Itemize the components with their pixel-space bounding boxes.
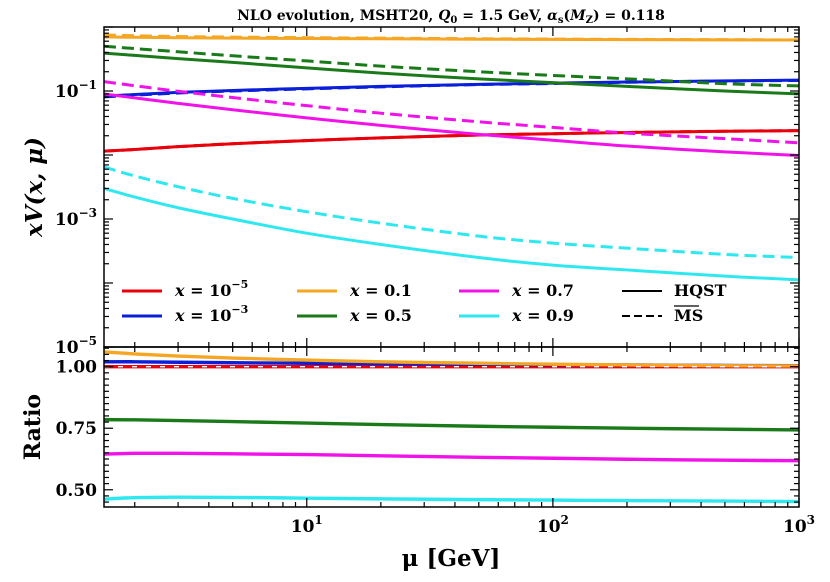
y-axis-label-main: xV(x, μ) [21, 137, 48, 238]
ratio-line-x-0-1 [104, 350, 799, 368]
series-line-x-0-9-msbar [104, 165, 799, 260]
y-tick-label-ratio: 1.00 [56, 358, 98, 378]
legend-label: MS [674, 306, 703, 325]
legend-item: x = 10−5 [122, 278, 248, 300]
main-panel: 10−110−310−5 x = 10−5x = 10−3x = 0.1x = … [55, 26, 800, 358]
legend-label: x = 10−5 [174, 278, 248, 300]
series-line-x-0-7-msbar [104, 80, 799, 145]
ratio-line-x-0-7 [104, 451, 799, 463]
y-tick-label-main: 10−1 [55, 78, 97, 102]
ratio-plot-frame [103, 346, 800, 508]
legend-label: x = 0.1 [349, 281, 412, 300]
y-tick-label-ratio: 0.50 [56, 481, 98, 501]
legend-item: HQST [622, 281, 727, 300]
legend-item: x = 10−3 [122, 303, 248, 325]
y-tick-label-ratio: 0.75 [56, 419, 97, 439]
legend-item: MS [622, 305, 703, 325]
ratio-panel: 1.00 0.75 0.50 101 102 103 [56, 346, 815, 537]
legend-item: x = 0.5 [297, 306, 412, 325]
legend-label: x = 10−3 [174, 303, 248, 325]
series-line-x-0-7-hqst [104, 92, 799, 158]
legend: x = 10−5 x = 10−3 x = 0.1 x = 0.5 x = 0.7 x =… [122, 278, 727, 325]
x-tick-label: 101 [291, 513, 323, 537]
ratio-line-x-0-9 [104, 495, 799, 504]
y-axis-label-ratio: Ratio [20, 394, 46, 460]
ratio-line-x-0-5 [104, 417, 799, 432]
series-line-x-0-5-hqst [104, 51, 799, 96]
x-tick-label: 103 [783, 513, 815, 537]
legend-label: x = 0.9 [511, 306, 574, 325]
series-line-x-0-9-hqst [104, 187, 799, 282]
x-tick-label: 102 [537, 513, 569, 537]
y-tick-label-main: 10−3 [55, 206, 97, 230]
series-line-x-0-5-msbar [104, 44, 799, 88]
legend-label: HQST [674, 281, 727, 300]
legend-item: x = 0.9 [459, 306, 574, 325]
legend-item: x = 0.1 [297, 281, 412, 300]
legend-item: x = 0.7 [459, 281, 574, 300]
series-line-x-10-5-msbar [104, 129, 799, 153]
legend-label: x = 0.7 [511, 281, 574, 300]
series-line-x-10-5-hqst [104, 129, 799, 153]
chart-title: NLO evolution, MSHT20, Q0 = 1.5 GeV, αs(… [237, 8, 665, 26]
legend-label: x = 0.5 [349, 306, 412, 325]
x-axis-label: μ [GeV] [402, 545, 501, 572]
y-tick-label-main: 10−5 [55, 334, 97, 358]
series-line-x-0-1-msbar [104, 33, 799, 42]
